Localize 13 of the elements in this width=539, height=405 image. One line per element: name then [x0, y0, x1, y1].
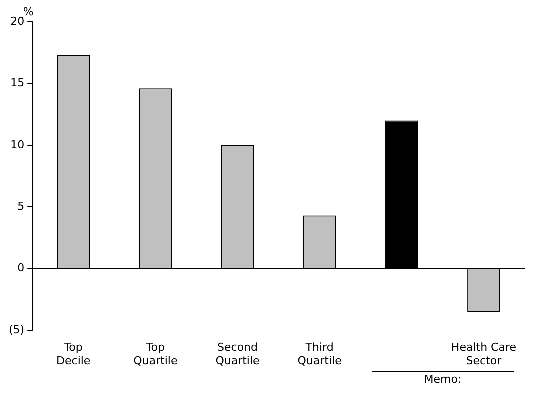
y-tick-label: 5 — [18, 200, 25, 214]
x-tick-label: Third Quartile — [298, 341, 342, 368]
x-tick-label: Top Quartile — [134, 341, 178, 368]
y-tick-label: 20 — [10, 14, 25, 28]
y-tick-label: 15 — [10, 76, 25, 90]
y-tick-label: (5) — [8, 323, 25, 336]
y-tick-label: 0 — [18, 262, 25, 275]
y-axis-title: % — [23, 5, 34, 18]
x-tick-label: Second Quartile — [216, 341, 260, 368]
x-tick-label: Health Care Sector — [451, 341, 517, 368]
text: Memo: — [424, 372, 462, 386]
x-tick-label: Top Decile — [56, 341, 91, 368]
y-tick-label: 10 — [10, 138, 25, 152]
